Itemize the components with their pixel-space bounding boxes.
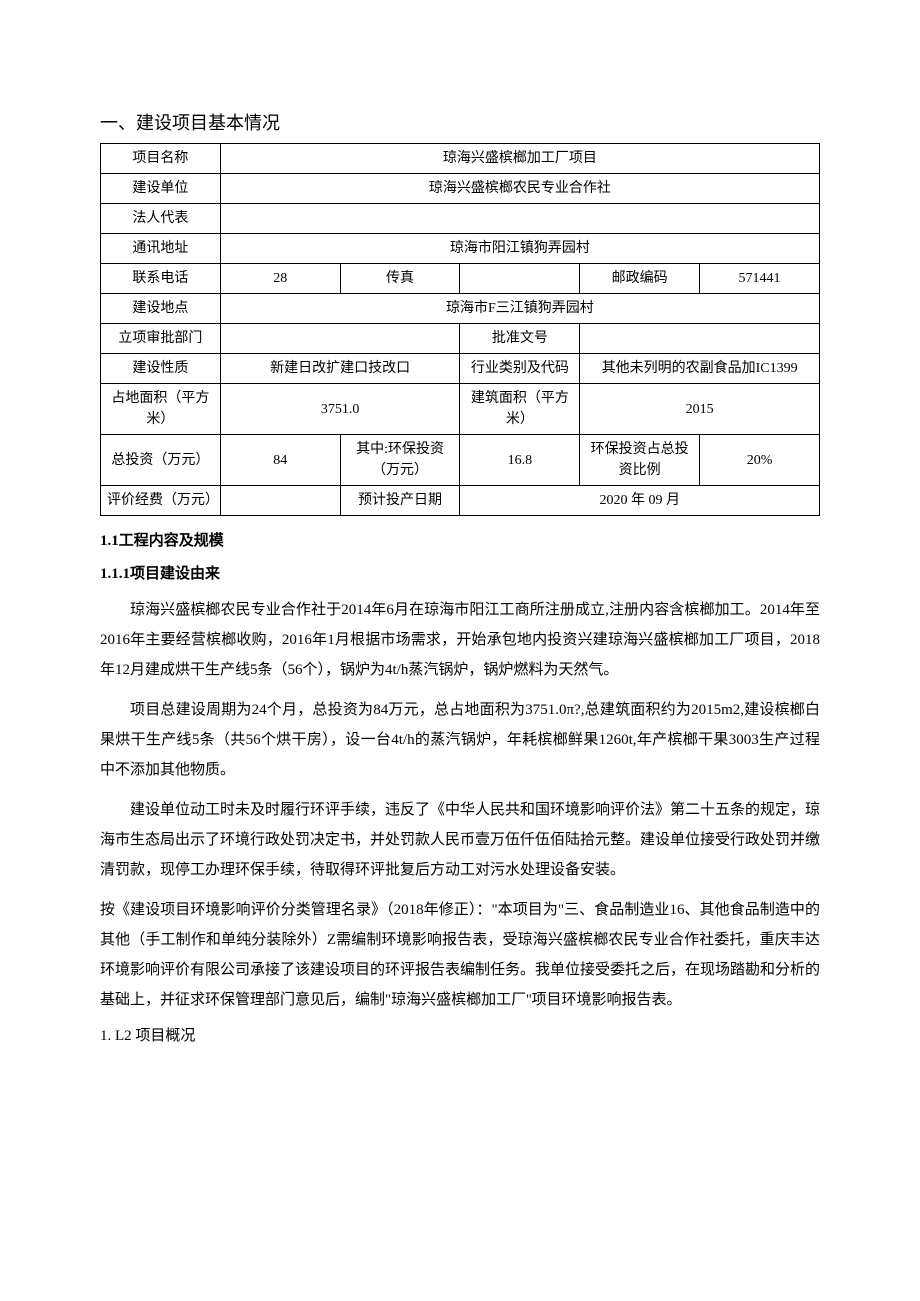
table-label-cell: 其中:环保投资（万元） [340,435,460,486]
table-label-cell: 立项审批部门 [101,324,221,354]
table-label-cell: 通讯地址 [101,234,221,264]
table-row: 建设单位琼海兴盛槟榔农民专业合作社 [101,174,820,204]
paragraph-2: 项目总建设周期为24个月，总投资为84万元，总占地面积为3751.0π?,总建筑… [100,695,820,785]
table-label-cell: 建设单位 [101,174,221,204]
table-value-cell [220,204,819,234]
table-label-cell: 联系电话 [101,264,221,294]
table-value-cell: 琼海市阳江镇狗弄园村 [220,234,819,264]
table-label-cell: 邮政编码 [580,264,700,294]
table-value-cell: 琼海兴盛槟榔加工厂项目 [220,144,819,174]
section-heading: 一、建设项目基本情况 [100,110,820,137]
table-row: 立项审批部门 批准文号 [101,324,820,354]
table-label-cell: 总投资（万元） [101,435,221,486]
table-value-cell: 20% [700,435,820,486]
table-row: 通讯地址琼海市阳江镇狗弄园村 [101,234,820,264]
table-label-cell: 项目名称 [101,144,221,174]
table-value-cell: 琼海兴盛槟榔农民专业合作社 [220,174,819,204]
table-value-cell [220,486,340,516]
table-value-cell: 571441 [700,264,820,294]
table-label-cell: 传真 [340,264,460,294]
paragraph-4: 按《建设项目环境影响评价分类管理名录》（2018年修正）："本项目为"三、食品制… [100,895,820,1015]
table-value-cell: 新建日改扩建口技改口 [220,354,460,384]
table-value-cell: 2015 [580,384,820,435]
table-value-cell: 84 [220,435,340,486]
table-row: 法人代表 [101,204,820,234]
table-row: 评价经费（万元） 预计投产日期2020 年 09 月 [101,486,820,516]
table-label-cell: 批准文号 [460,324,580,354]
table-value-cell [460,264,580,294]
table-row: 建设性质新建日改扩建口技改口行业类别及代码其他未列明的农副食品加IC1399 [101,354,820,384]
table-row: 建设地点琼海市F三江镇狗弄园村 [101,294,820,324]
table-label-cell: 环保投资占总投资比例 [580,435,700,486]
table-label-cell: 评价经费（万元） [101,486,221,516]
table-label-cell: 占地面积（平方米） [101,384,221,435]
project-info-table: 项目名称琼海兴盛槟榔加工厂项目建设单位琼海兴盛槟榔农民专业合作社法人代表通讯地址… [100,143,820,516]
section-1-1-1-title: 1.1.1项目建设由来 [100,563,820,586]
paragraph-1: 琼海兴盛槟榔农民专业合作社于2014年6月在琼海市阳江工商所注册成立,注册内容含… [100,595,820,685]
table-value-cell: 28 [220,264,340,294]
table-label-cell: 法人代表 [101,204,221,234]
document-page: 一、建设项目基本情况 项目名称琼海兴盛槟榔加工厂项目建设单位琼海兴盛槟榔农民专业… [0,0,920,1108]
table-value-cell [220,324,460,354]
table-label-cell: 行业类别及代码 [460,354,580,384]
table-label-cell: 建设地点 [101,294,221,324]
table-value-cell: 琼海市F三江镇狗弄园村 [220,294,819,324]
table-row: 项目名称琼海兴盛槟榔加工厂项目 [101,144,820,174]
table-label-cell: 预计投产日期 [340,486,460,516]
table-value-cell: 16.8 [460,435,580,486]
paragraph-3: 建设单位动工时未及时履行环评手续，违反了《中华人民共和国环境影响评价法》第二十五… [100,795,820,885]
table-row: 联系电话28传真 邮政编码571441 [101,264,820,294]
section-1-1-2-title: 1. L2 项目概况 [100,1025,820,1048]
table-row: 占地面积（平方米）3751.0建筑面积（平方米）2015 [101,384,820,435]
table-row: 总投资（万元）84其中:环保投资（万元）16.8环保投资占总投资比例20% [101,435,820,486]
table-label-cell: 建设性质 [101,354,221,384]
table-label-cell: 建筑面积（平方米） [460,384,580,435]
section-1-1-title: 1.1工程内容及规模 [100,530,820,553]
table-value-cell: 2020 年 09 月 [460,486,820,516]
table-value-cell: 3751.0 [220,384,460,435]
table-value-cell [580,324,820,354]
table-value-cell: 其他未列明的农副食品加IC1399 [580,354,820,384]
